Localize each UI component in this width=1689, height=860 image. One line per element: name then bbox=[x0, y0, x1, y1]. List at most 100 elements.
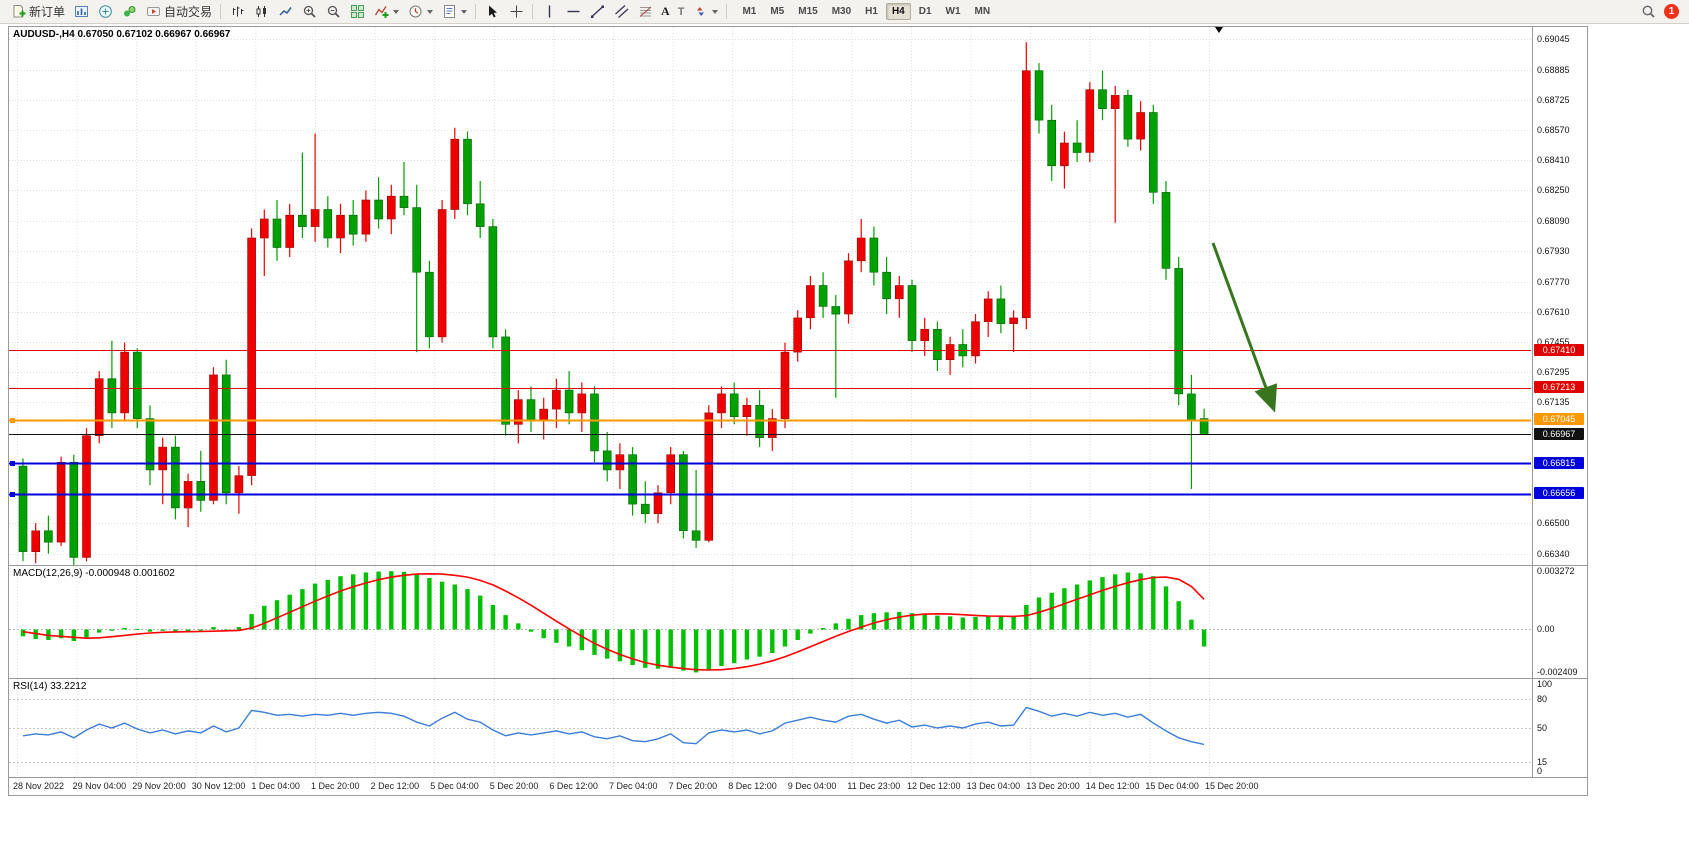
timeframe-button-d1[interactable]: D1 bbox=[918, 6, 932, 17]
macd-bar bbox=[439, 581, 445, 630]
arrows-tool-button[interactable] bbox=[688, 3, 722, 20]
indicators-icon bbox=[373, 4, 389, 19]
chart-window-audusd-h4[interactable]: AUDUSD-,H4 0.67050 0.67102 0.66967 0.669… bbox=[8, 26, 1588, 796]
line-chart-type-button[interactable] bbox=[273, 3, 297, 20]
timeframe-button-m30[interactable]: M30 bbox=[831, 6, 852, 17]
candle-body bbox=[272, 218, 282, 248]
rsi-chart[interactable] bbox=[9, 679, 1531, 777]
text-tool-button[interactable]: A bbox=[657, 3, 674, 20]
candle-body bbox=[425, 271, 434, 338]
macd-bar bbox=[884, 612, 889, 630]
timeframe-button-h1[interactable]: H1 bbox=[865, 6, 878, 17]
timeframe-button-m1[interactable]: M1 bbox=[742, 6, 757, 17]
macd-bar bbox=[173, 629, 178, 633]
time-label: 15 Dec 04:00 bbox=[1145, 781, 1199, 791]
navigator-icon bbox=[121, 4, 137, 19]
macd-bar bbox=[211, 627, 216, 630]
tile-windows-button[interactable] bbox=[345, 3, 369, 20]
candle-body bbox=[1136, 112, 1145, 140]
macd-bar bbox=[960, 617, 965, 630]
market-watch-button[interactable] bbox=[69, 3, 93, 20]
timeframe-button-m15[interactable]: M15 bbox=[798, 6, 818, 17]
template-icon bbox=[441, 4, 457, 19]
channel-tool-button[interactable] bbox=[609, 3, 633, 20]
candle-body bbox=[450, 138, 460, 210]
notification-badge[interactable]: 1 bbox=[1664, 4, 1679, 19]
cursor-tool-button[interactable] bbox=[480, 3, 504, 20]
candle-body bbox=[1085, 89, 1095, 153]
candle-body bbox=[1149, 112, 1158, 193]
level-handle[interactable] bbox=[10, 492, 15, 497]
trendline-tool-button[interactable] bbox=[585, 3, 609, 20]
horizontal-line-tool-button[interactable] bbox=[561, 3, 585, 20]
candle-body bbox=[1060, 142, 1069, 167]
text-tool-icon: A bbox=[661, 4, 670, 18]
level-handle[interactable] bbox=[10, 461, 15, 466]
text-label-tool-button[interactable]: T bbox=[674, 5, 689, 19]
vertical-line-tool-button[interactable] bbox=[537, 3, 561, 20]
navigator-button[interactable] bbox=[117, 3, 141, 20]
fibonacci-tool-button[interactable] bbox=[633, 3, 657, 20]
level-handle[interactable] bbox=[10, 418, 15, 423]
search-button[interactable] bbox=[1636, 3, 1660, 20]
candle-body bbox=[971, 321, 980, 357]
candle-body bbox=[82, 435, 91, 558]
timeframe-button-w1[interactable]: W1 bbox=[945, 6, 961, 17]
zoom-in-button[interactable] bbox=[297, 3, 321, 20]
candle-body bbox=[628, 454, 637, 505]
data-window-icon bbox=[97, 4, 113, 19]
candlestick-chart[interactable] bbox=[9, 27, 1531, 565]
candlestick-chart-type-button[interactable] bbox=[249, 3, 273, 20]
trendline-icon bbox=[589, 4, 605, 19]
macd-panel[interactable]: MACD(12,26,9) -0.000948 0.001602 0.00327… bbox=[9, 566, 1587, 679]
macd-bar bbox=[452, 584, 457, 630]
crosshair-icon bbox=[508, 4, 524, 19]
toolbar-separator bbox=[726, 4, 728, 19]
macd-bar bbox=[1138, 573, 1143, 630]
price-panel[interactable]: AUDUSD-,H4 0.67050 0.67102 0.66967 0.669… bbox=[9, 27, 1587, 566]
time-axis[interactable]: 28 Nov 2022 29 Nov 04:00 29 Nov 20:00 30 No… bbox=[9, 778, 1587, 795]
time-label: 28 Nov 2022 bbox=[13, 781, 65, 791]
timeframe-button-mn[interactable]: MN bbox=[974, 6, 991, 17]
rsi-panel[interactable]: RSI(14) 33.2212 100 80 50 15 0 bbox=[9, 679, 1587, 778]
price-axis[interactable]: 0.69045 0.68885 0.68725 0.68570 0.68410 0.682… bbox=[1532, 27, 1587, 565]
candle-body bbox=[552, 389, 561, 410]
annotation-arrow[interactable] bbox=[1211, 242, 1278, 413]
price-tick: 0.67455 bbox=[1537, 336, 1570, 347]
candle-body bbox=[920, 328, 930, 341]
rsi-line bbox=[22, 706, 1205, 746]
macd-axis[interactable]: 0.003272 0.00 -0.002409 bbox=[1532, 566, 1587, 678]
rsi-axis[interactable]: 100 80 50 15 0 bbox=[1532, 679, 1587, 777]
new-order-button[interactable]: 新订单 bbox=[6, 2, 69, 21]
time-label: 2 Dec 12:00 bbox=[370, 781, 420, 791]
timeframe-button-h4[interactable]: H4 bbox=[885, 3, 911, 20]
indicators-button[interactable] bbox=[369, 3, 403, 20]
time-label: 12 Dec 12:00 bbox=[907, 781, 961, 791]
zoom-out-button[interactable] bbox=[321, 3, 345, 20]
price-badge-0.67045: 0.67045 bbox=[1534, 413, 1584, 426]
macd-bar bbox=[973, 616, 978, 630]
candle-body bbox=[171, 446, 180, 509]
periods-button[interactable] bbox=[403, 3, 437, 20]
bar-chart-type-button[interactable] bbox=[225, 3, 249, 20]
auto-trading-button[interactable]: 自动交易 bbox=[141, 2, 216, 21]
horizontal-line-icon bbox=[565, 4, 581, 19]
candle-body bbox=[983, 298, 993, 322]
rsi-label: RSI(14) 33.2212 bbox=[13, 681, 87, 692]
candle-body bbox=[679, 454, 688, 532]
candle-body bbox=[856, 237, 866, 262]
timeframe-button-m5[interactable]: M5 bbox=[770, 6, 785, 17]
macd-chart[interactable] bbox=[9, 566, 1531, 678]
templates-button[interactable] bbox=[437, 3, 471, 20]
crosshair-tool-button[interactable] bbox=[504, 3, 528, 20]
macd-bar bbox=[109, 629, 115, 631]
macd-bar bbox=[122, 628, 127, 630]
macd-bar bbox=[744, 629, 750, 660]
candle-body bbox=[475, 203, 485, 227]
chart-shift-marker[interactable] bbox=[1215, 27, 1223, 33]
candle-body bbox=[894, 285, 904, 300]
time-label: 7 Dec 20:00 bbox=[668, 781, 718, 791]
candle-body bbox=[742, 404, 752, 417]
candle-body bbox=[44, 530, 53, 543]
data-window-button[interactable] bbox=[93, 3, 117, 20]
